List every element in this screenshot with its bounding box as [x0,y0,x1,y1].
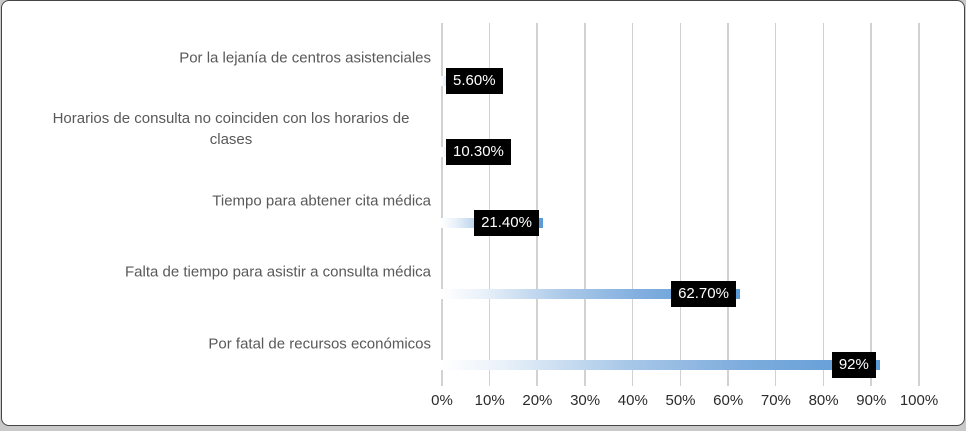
gridline [679,22,681,386]
gridline [918,22,920,386]
x-axis-tick-label: 100% [899,391,939,409]
data-label: 5.60% [446,67,503,94]
x-axis-tick-label: 50% [665,391,696,409]
category-label: Falta de tiempo para asistir a consulta … [125,263,431,281]
x-axis-tick-label: 20% [522,391,553,409]
data-label: 62.70% [671,281,736,308]
category-label: Horarios de consulta no coinciden con lo… [52,110,410,148]
data-label: 10.30% [446,138,511,165]
x-axis-tick-label: 40% [617,391,648,409]
gridline [822,22,825,386]
x-axis-tick-label: 10% [474,391,505,409]
gridline [870,22,872,386]
category-label: Tiempo para abtener cita médica [212,192,431,209]
gridline [727,22,729,386]
gridline [631,22,634,386]
gridline [536,22,538,386]
x-axis-tick-label: 70% [760,391,791,409]
x-axis-tick-label: 30% [570,391,601,409]
category-label: Por fatal de recursos económicos [208,335,431,352]
data-label: 21.40% [474,209,539,236]
bar [441,289,741,300]
x-axis-tick-label: 0% [431,391,453,409]
gridline [488,22,491,386]
x-axis-tick-label: 60% [713,391,744,409]
x-axis-tick-label: 90% [856,391,887,409]
gridline [584,22,586,386]
bar [441,360,880,371]
x-axis-tick-label: 80% [808,391,839,409]
category-label: Por la lejanía de centros asistenciales [179,49,431,66]
gridline [774,22,777,386]
gridline [441,22,443,386]
data-label: 92% [831,352,876,379]
